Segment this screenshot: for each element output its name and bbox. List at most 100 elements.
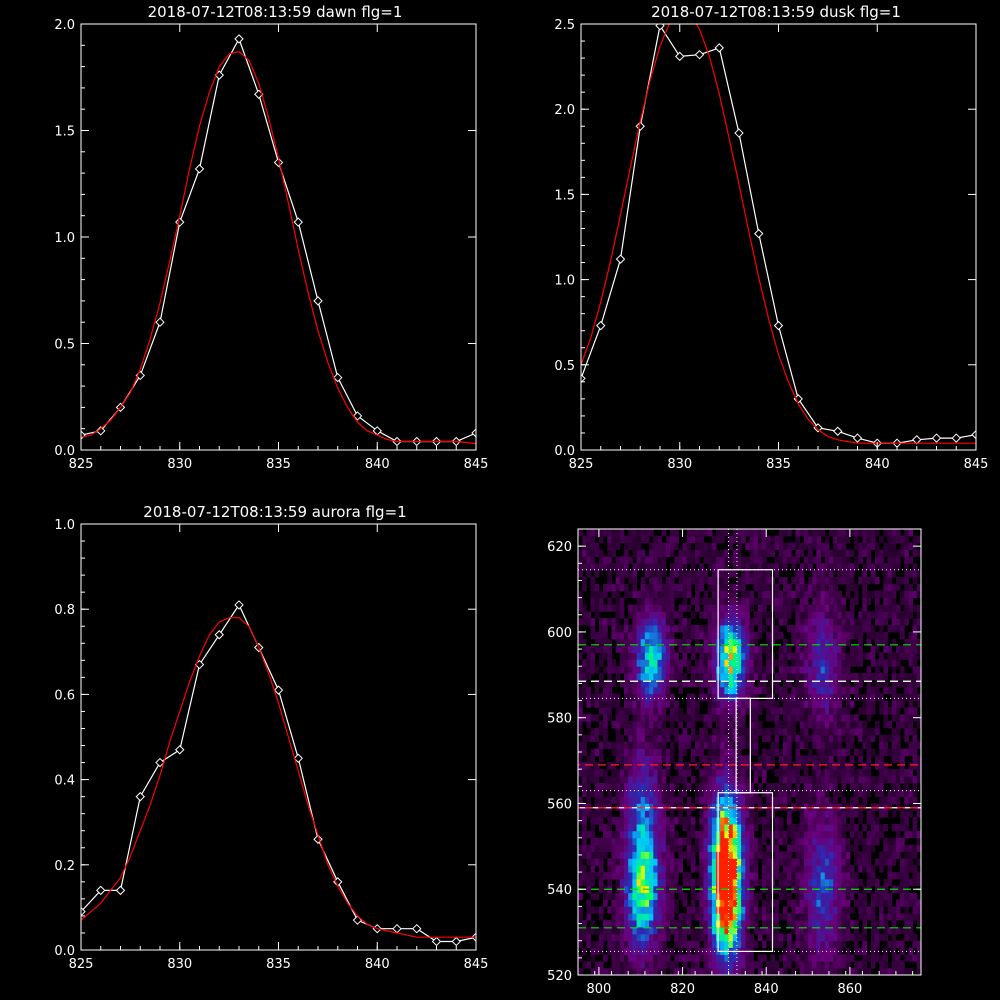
heatmap-cell (665, 542, 671, 550)
heatmap-cell (594, 686, 600, 695)
heatmap-cell (912, 782, 918, 791)
heatmap-cell (703, 673, 709, 681)
heatmap-cell (891, 741, 897, 749)
heatmap-cell (644, 940, 650, 948)
heatmap-cell (611, 693, 617, 701)
heatmap-cell (695, 570, 700, 578)
heatmap-cell (619, 913, 625, 921)
heatmap-cell (912, 755, 918, 763)
heatmap-cell (745, 796, 750, 804)
heatmap-cell (862, 700, 867, 708)
heatmap-cell (578, 652, 583, 660)
heatmap-cell (636, 927, 642, 935)
heatmap-cell (849, 631, 855, 640)
heatmap-cell (644, 933, 650, 942)
heatmap-cell (883, 920, 888, 928)
heatmap-cell (841, 563, 847, 571)
heatmap-cell (720, 968, 725, 976)
heatmap-cell (724, 892, 729, 900)
data-point-marker (581, 373, 586, 384)
heatmap-cell (774, 597, 780, 605)
heatmap-cell (590, 762, 596, 770)
heatmap-cell (619, 707, 625, 715)
heatmap-cell (728, 769, 734, 777)
heatmap-cell (649, 721, 654, 729)
heatmap-cell (711, 618, 717, 626)
heatmap-cell (808, 590, 813, 599)
heatmap-cell (582, 762, 587, 770)
heatmap-cell (603, 734, 608, 743)
heatmap-cell (640, 830, 646, 839)
heatmap-cell (749, 892, 755, 900)
heatmap-cell (607, 837, 612, 846)
heatmap-cell (703, 714, 709, 722)
heatmap-cell (870, 776, 876, 784)
heatmap-cell (841, 707, 847, 715)
heatmap-cell (762, 604, 767, 612)
heatmap-cell (812, 837, 817, 846)
heatmap-cell (720, 782, 725, 791)
heatmap-cell (611, 844, 617, 852)
data-point-marker (175, 217, 185, 227)
heatmap-cell (762, 673, 767, 681)
heatmap-cell (707, 933, 713, 942)
heatmap-cell (632, 913, 637, 921)
heatmap-cell (741, 741, 746, 749)
heatmap-cell (745, 542, 750, 550)
heatmap-cell (674, 707, 679, 715)
heatmap-cell (603, 631, 608, 640)
heatmap-cell (837, 714, 842, 722)
heatmap-cell (665, 659, 671, 667)
heatmap-cell (824, 583, 830, 592)
heatmap-cell (824, 789, 830, 797)
heatmap-cell (883, 824, 888, 832)
heatmap-cell (598, 947, 604, 955)
heatmap-cell (670, 535, 675, 544)
heatmap-cell (837, 638, 842, 647)
heatmap-cell (586, 906, 591, 914)
heatmap-cell (737, 837, 742, 846)
heatmap-cell (665, 920, 671, 928)
heatmap-cell (829, 913, 834, 921)
heatmap-cell (841, 851, 847, 859)
heatmap-cell (803, 714, 809, 722)
heatmap-cell (594, 570, 600, 578)
heatmap-cell (845, 721, 851, 729)
heatmap-cell (816, 577, 821, 585)
heatmap-cell (582, 844, 587, 852)
heatmap-cell (854, 583, 859, 592)
heatmap-cell (682, 714, 688, 722)
heatmap-cell (578, 872, 583, 880)
heatmap-cell (674, 954, 679, 962)
heatmap-cell (845, 865, 851, 873)
heatmap-cell (816, 796, 821, 804)
heatmap-cell (774, 556, 780, 564)
heatmap-cell (824, 734, 830, 743)
heatmap-cell (808, 892, 813, 900)
heatmap-cell (783, 590, 788, 599)
heatmap-cell (598, 865, 604, 873)
heatmap-cell (820, 961, 826, 969)
heatmap-cell (749, 604, 755, 612)
heatmap-cell (858, 577, 863, 585)
heatmap-cell (875, 762, 880, 770)
heatmap-cell (803, 542, 809, 550)
heatmap-cell (795, 878, 801, 887)
heatmap-cell (598, 796, 604, 804)
heatmap-cell (870, 906, 876, 914)
heatmap-cell (858, 892, 863, 900)
data-point-marker (971, 429, 976, 440)
heatmap-cell (661, 776, 667, 784)
heatmap-cell (787, 590, 792, 599)
heatmap-cell (841, 631, 847, 640)
heatmap-cell (762, 577, 767, 585)
heatmap-cell (578, 796, 583, 804)
heatmap-cell (787, 625, 792, 633)
heatmap-cell (841, 604, 847, 612)
heatmap-cell (665, 604, 671, 612)
heatmap-cell (820, 638, 826, 647)
heatmap-cell (912, 638, 918, 647)
heatmap-cell (703, 680, 709, 688)
heatmap-cell (653, 686, 658, 695)
heatmap-cell (732, 556, 738, 564)
